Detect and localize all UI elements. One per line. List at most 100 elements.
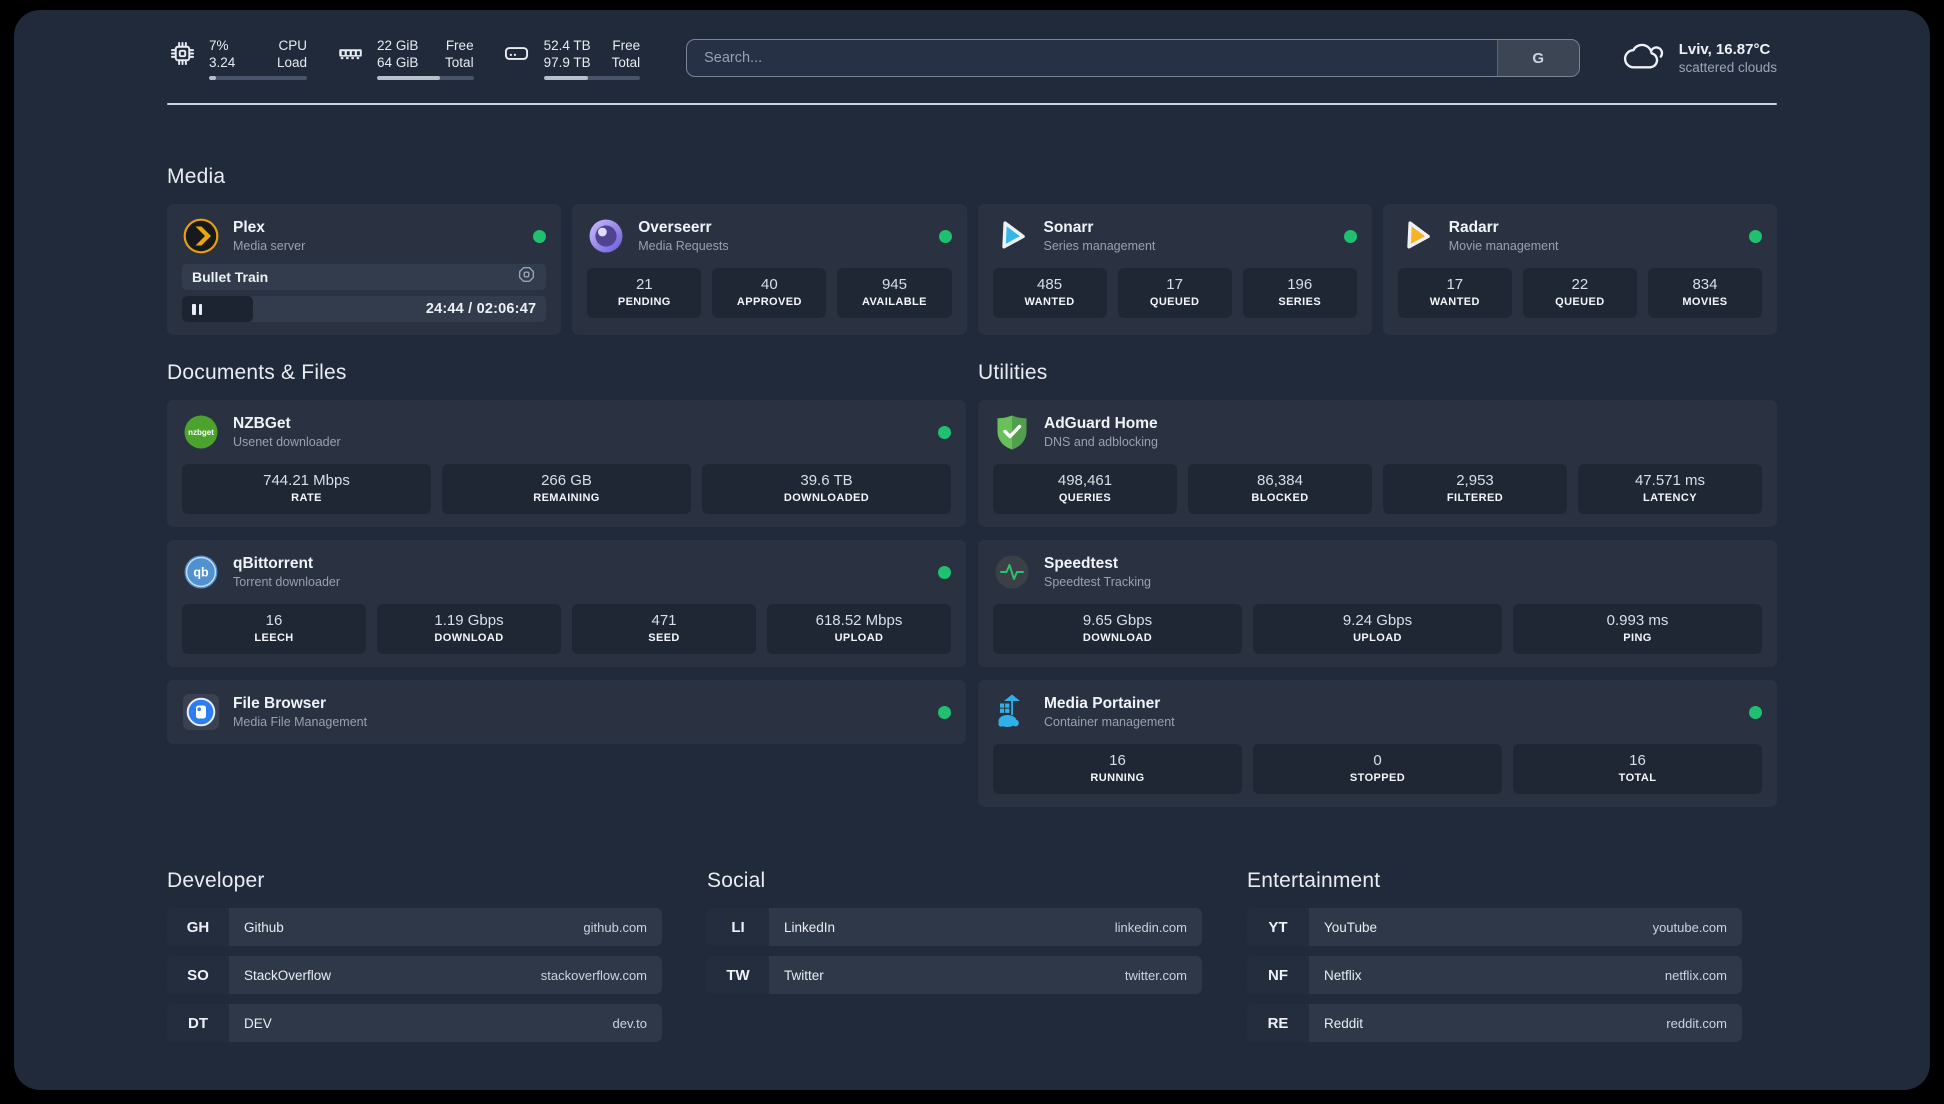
cpu-label-2: Load bbox=[277, 54, 308, 70]
bookmark-url: linkedin.com bbox=[1114, 919, 1187, 935]
sonarr-stat-series: 196 SERIES bbox=[1242, 268, 1357, 318]
memory-label-2: Total bbox=[445, 54, 474, 70]
section-title-developer: Developer bbox=[167, 869, 265, 892]
disk-icon bbox=[502, 40, 532, 67]
bookmark-name: Netflix bbox=[1324, 967, 1362, 983]
speedtest-icon bbox=[993, 553, 1031, 591]
top-bar: 7% CPU 3.24 Load 22 GiB Free bbox=[167, 30, 1777, 86]
radarr-icon bbox=[1398, 217, 1436, 255]
adguard-stat-filtered: 2,953 FILTERED bbox=[1383, 464, 1567, 514]
bookmark-abbr: NF bbox=[1247, 956, 1309, 994]
memory-icon bbox=[335, 40, 365, 67]
nzbget-icon: nzbget bbox=[182, 413, 220, 451]
weather-widget: Lviv, 16.87°C scattered clouds bbox=[1622, 40, 1777, 77]
disk-label-1: Free bbox=[612, 37, 641, 53]
filebrowser-card[interactable]: File Browser Media File Management bbox=[167, 680, 966, 744]
bookmark-name: LinkedIn bbox=[784, 919, 836, 935]
qbittorrent-icon: qb bbox=[182, 553, 220, 591]
nzbget-stat-downloaded: 39.6 TB DOWNLOADED bbox=[702, 464, 951, 514]
filebrowser-subtitle: Media File Management bbox=[233, 715, 368, 729]
section-title-social: Social bbox=[707, 869, 766, 892]
cpu-widget: 7% CPU 3.24 Load bbox=[167, 37, 308, 80]
bookmark-url: stackoverflow.com bbox=[540, 967, 647, 983]
bookmark-name: YouTube bbox=[1324, 919, 1378, 935]
bookmark-name: Twitter bbox=[784, 967, 824, 983]
speedtest-title: Speedtest bbox=[1044, 555, 1119, 572]
plex-now-playing-row: Bullet Train bbox=[182, 264, 547, 290]
weather-location-temp: Lviv, 16.87°C bbox=[1678, 41, 1771, 58]
qbittorrent-subtitle: Torrent downloader bbox=[233, 575, 341, 589]
nzbget-subtitle: Usenet downloader bbox=[233, 435, 341, 449]
nzbget-card[interactable]: nzbget NZBGet Usenet downloader 744.21 M… bbox=[167, 400, 966, 527]
portainer-card[interactable]: Media Portainer Container management 16 R… bbox=[978, 680, 1777, 807]
nzbget-title: NZBGet bbox=[233, 415, 291, 432]
sonarr-stat-wanted: 485 WANTED bbox=[992, 268, 1107, 318]
overseerr-card[interactable]: Overseerr Media Requests 21 PENDING 40 APP… bbox=[572, 204, 967, 335]
bookmark-abbr: RE bbox=[1247, 1004, 1309, 1042]
filebrowser-icon bbox=[182, 693, 220, 731]
adguard-icon bbox=[993, 413, 1031, 451]
plex-playback-progress: 24:44 / 02:06:47 bbox=[182, 296, 547, 322]
search-input[interactable] bbox=[687, 40, 1497, 76]
bookmark-url: dev.to bbox=[612, 1015, 647, 1031]
adguard-card[interactable]: AdGuard Home DNS and adblocking 498,461 Q… bbox=[978, 400, 1777, 527]
bookmark-name: StackOverflow bbox=[244, 967, 332, 983]
qbittorrent-status-dot bbox=[938, 565, 951, 579]
svg-text:qb: qb bbox=[193, 566, 209, 580]
portainer-stat-running: 16 RUNNING bbox=[993, 744, 1242, 794]
sonarr-status-dot bbox=[1343, 229, 1357, 243]
qbittorrent-stat-seed: 471 SEED bbox=[572, 604, 756, 654]
cpu-progress-bar bbox=[209, 75, 308, 80]
bookmark-abbr: TW bbox=[707, 956, 769, 994]
cloud-icon bbox=[1622, 40, 1666, 77]
weather-condition: scattered clouds bbox=[1678, 60, 1777, 75]
overseerr-stat-approved: 40 APPROVED bbox=[712, 268, 827, 318]
bookmark-netflix[interactable]: NF Netflix netflix.com bbox=[1247, 956, 1742, 994]
search-bar: G bbox=[686, 39, 1580, 77]
bookmark-youtube[interactable]: YT YouTube youtube.com bbox=[1247, 908, 1742, 946]
svg-text:nzbget: nzbget bbox=[188, 428, 214, 437]
bookmark-abbr: YT bbox=[1247, 908, 1309, 946]
bookmark-group-developer: Developer GH Github github.com SO StackO… bbox=[167, 869, 662, 1042]
portainer-icon bbox=[993, 693, 1031, 731]
bookmark-group-social: Social LI LinkedIn linkedin.com TW Twitt… bbox=[707, 869, 1202, 1042]
overseerr-subtitle: Media Requests bbox=[638, 239, 729, 253]
now-playing-title: Bullet Train bbox=[192, 269, 269, 285]
bookmark-stackoverflow[interactable]: SO StackOverflow stackoverflow.com bbox=[167, 956, 662, 994]
search-provider-button[interactable]: G bbox=[1496, 40, 1579, 76]
bookmark-url: github.com bbox=[583, 919, 647, 935]
bookmark-github[interactable]: GH Github github.com bbox=[167, 908, 662, 946]
plex-card[interactable]: Plex Media server Bullet Train bbox=[167, 204, 562, 335]
dashboard-panel: 7% CPU 3.24 Load 22 GiB Free bbox=[14, 10, 1930, 1090]
qbittorrent-card[interactable]: qb qBittorrent Torrent downloader 16 LEEC… bbox=[167, 540, 966, 667]
speedtest-stat-ping: 0.993 ms PING bbox=[1513, 604, 1762, 654]
nzbget-status-dot bbox=[938, 425, 951, 439]
pause-icon bbox=[192, 303, 202, 315]
sonarr-card[interactable]: Sonarr Series management 485 WANTED 17 QUE… bbox=[977, 204, 1372, 335]
qbittorrent-title: qBittorrent bbox=[233, 555, 314, 572]
bookmark-linkedin[interactable]: LI LinkedIn linkedin.com bbox=[707, 908, 1202, 946]
bookmark-group-entertainment: Entertainment YT YouTube youtube.com NF … bbox=[1247, 869, 1742, 1042]
radarr-stat-movies: 834 MOVIES bbox=[1647, 268, 1762, 318]
section-title-utilities: Utilities bbox=[978, 361, 1048, 384]
bookmark-twitter[interactable]: TW Twitter twitter.com bbox=[707, 956, 1202, 994]
bookmark-dev[interactable]: DT DEV dev.to bbox=[167, 1004, 662, 1042]
overseerr-stat-pending: 21 PENDING bbox=[587, 268, 702, 318]
radarr-card[interactable]: Radarr Movie management 17 WANTED 22 QUEUE… bbox=[1382, 204, 1777, 335]
portainer-subtitle: Container management bbox=[1044, 715, 1175, 729]
adguard-subtitle: DNS and adblocking bbox=[1044, 435, 1158, 449]
media-grid: Plex Media server Bullet Train bbox=[167, 204, 1777, 335]
cpu-load-value: 3.24 bbox=[209, 54, 236, 70]
bookmark-reddit[interactable]: RE Reddit reddit.com bbox=[1247, 1004, 1742, 1042]
memory-label-1: Free bbox=[445, 37, 474, 53]
section-title-media: Media bbox=[167, 165, 226, 188]
adguard-stat-blocked: 86,384 BLOCKED bbox=[1188, 464, 1372, 514]
memory-free-value: 22 GiB bbox=[377, 37, 419, 53]
speedtest-card[interactable]: Speedtest Speedtest Tracking 9.65 Gbps DO… bbox=[978, 540, 1777, 667]
adguard-stat-latency: 47.571 ms LATENCY bbox=[1578, 464, 1762, 514]
disk-progress-bar bbox=[543, 75, 641, 80]
portainer-title: Media Portainer bbox=[1044, 695, 1161, 712]
overseerr-icon bbox=[587, 217, 625, 255]
section-title-documents: Documents & Files bbox=[167, 361, 347, 384]
disk-free-value: 52.4 TB bbox=[543, 37, 591, 53]
